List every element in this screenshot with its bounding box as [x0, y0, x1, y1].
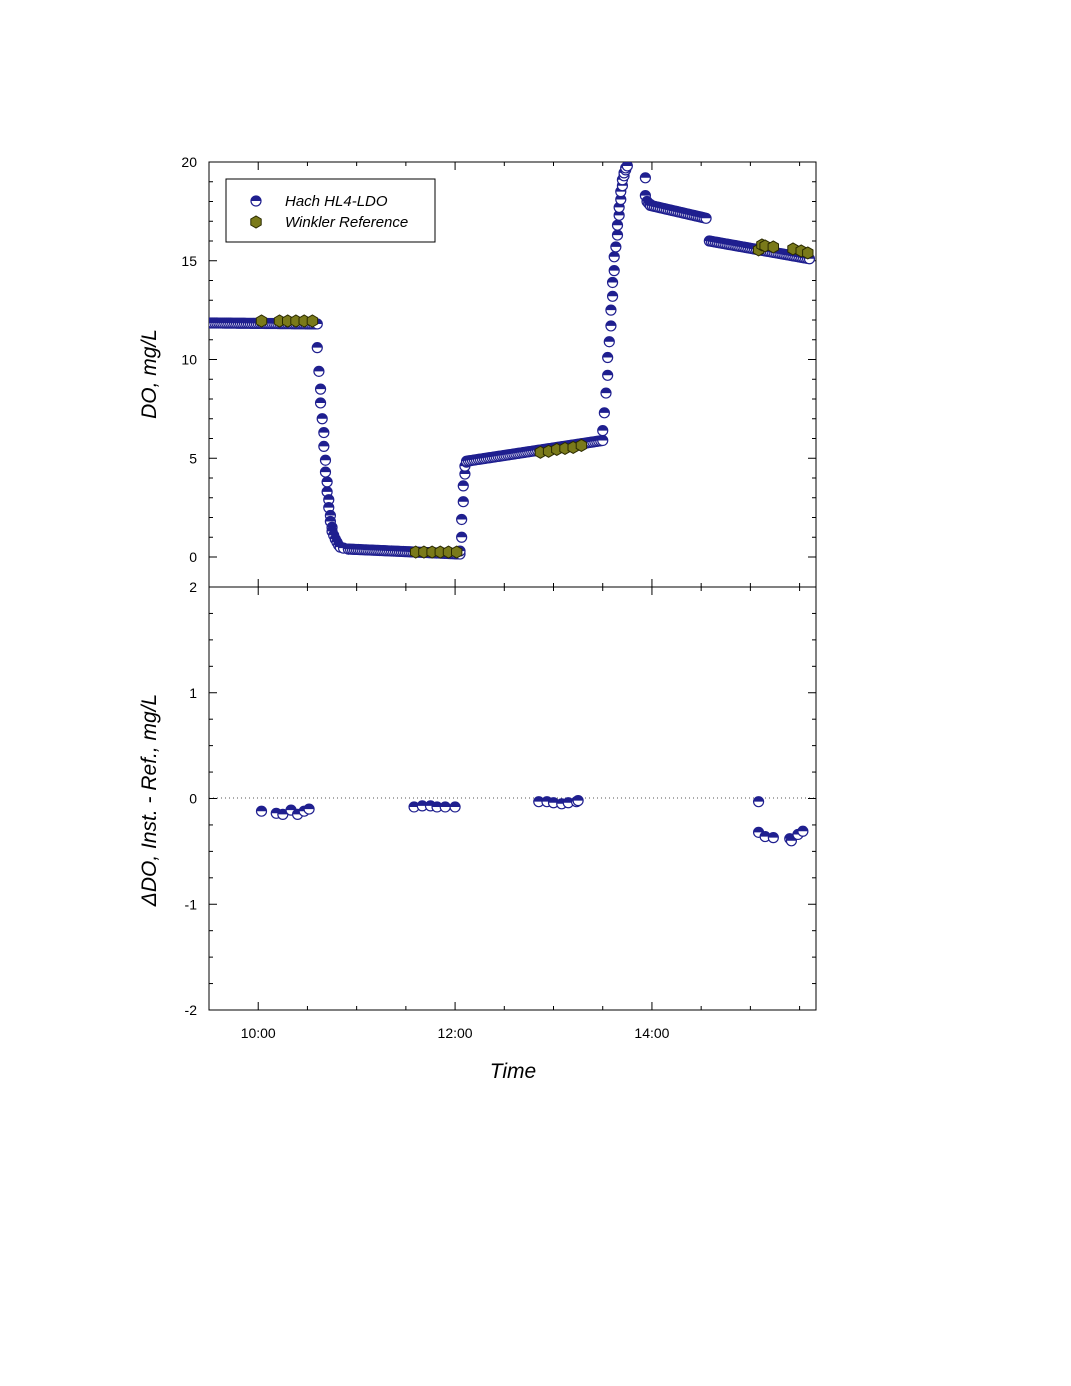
hach-point — [621, 162, 633, 172]
hach-point — [311, 342, 323, 354]
delta-point — [439, 801, 451, 813]
bottom-y-tick-label: -1 — [185, 896, 198, 912]
hach-point — [602, 351, 614, 364]
top-y-tick-label: 15 — [181, 253, 197, 269]
hach-point — [603, 336, 615, 348]
hach-point — [606, 290, 619, 302]
top-y-tick-label: 0 — [189, 549, 197, 565]
hach-point — [598, 407, 610, 419]
bottom-y-tick-labels: -2 -1 0 1 2 — [185, 579, 198, 1018]
legend-label-winkler: Winkler Reference — [285, 214, 408, 231]
hach-point — [605, 304, 617, 316]
hach-series-bottom — [255, 795, 809, 847]
delta-point — [752, 796, 765, 808]
delta-point — [533, 796, 545, 808]
bottom-y-tick-label: 1 — [189, 685, 197, 701]
bottom-y-axis-title: ΔDO, Inst. - Ref., mg/L — [138, 694, 161, 907]
hach-point — [457, 496, 469, 508]
hach-point — [456, 531, 468, 543]
hach-point — [457, 480, 469, 492]
x-tick-labels: 10:00 12:00 14:00 — [241, 1025, 670, 1041]
legend: Hach HL4-LDO Winkler Reference — [225, 178, 436, 243]
hach-point — [597, 425, 609, 437]
delta-point — [277, 808, 289, 820]
hach-point — [611, 219, 624, 231]
hach-point — [314, 383, 327, 395]
x-axis-title: Time — [490, 1060, 536, 1083]
legend-marker-hach-shape — [250, 195, 262, 207]
winkler-point — [306, 314, 319, 328]
delta-point — [408, 801, 420, 813]
winkler-point — [451, 545, 463, 559]
delta-point — [303, 803, 315, 815]
hach-point — [456, 513, 468, 526]
top-y-axis-title: DO, mg/L — [138, 329, 161, 419]
hach-point — [611, 229, 624, 241]
delta-point — [431, 801, 443, 813]
winkler-point — [802, 246, 814, 260]
hach-point — [319, 454, 332, 466]
winkler-point — [767, 240, 779, 254]
hach-point — [597, 434, 609, 447]
delta-point — [255, 805, 268, 817]
hach-point — [602, 369, 614, 381]
hach-point — [700, 212, 712, 224]
hach-point — [610, 241, 622, 253]
delta-point — [767, 832, 779, 844]
legend-marker-winkler — [250, 215, 262, 229]
winkler-point — [575, 438, 588, 452]
hach-point — [319, 466, 332, 478]
delta-point — [562, 797, 574, 809]
delta-point — [449, 801, 461, 813]
top-y-tick-label: 5 — [189, 450, 197, 466]
legend-label-hach: Hach HL4-LDO — [285, 193, 388, 210]
bottom-y-tick-label: -2 — [185, 1002, 198, 1018]
axis-ticks — [208, 161, 816, 1011]
x-tick-label: 14:00 — [634, 1025, 669, 1041]
hach-point — [639, 172, 651, 184]
winkler-series-top — [255, 238, 814, 559]
hach-point — [316, 413, 328, 425]
bottom-y-tick-label: 2 — [189, 579, 197, 595]
hach-point — [318, 440, 330, 452]
x-tick-label: 12:00 — [438, 1025, 473, 1041]
bottom-plot-frame — [208, 586, 817, 1011]
top-y-tick-label: 10 — [181, 352, 197, 368]
top-y-tick-labels: 0 5 10 15 20 — [181, 154, 197, 565]
x-tick-label: 10:00 — [241, 1025, 276, 1041]
hach-point — [608, 251, 620, 263]
hach-point — [321, 476, 333, 488]
legend-marker-hach — [250, 195, 262, 207]
hach-point — [318, 426, 330, 439]
legend-marker-winkler-shape — [250, 215, 262, 229]
hach-point — [600, 387, 612, 399]
delta-point — [572, 795, 584, 807]
hach-point — [323, 494, 335, 506]
winkler-point — [255, 314, 268, 328]
delta-point — [797, 825, 809, 837]
hach-point — [313, 365, 325, 377]
hach-point — [605, 320, 617, 332]
hach-point — [606, 276, 619, 289]
hach-point — [608, 265, 620, 277]
hach-point — [314, 397, 327, 409]
legend-box — [225, 178, 436, 243]
bottom-y-tick-label: 0 — [189, 791, 197, 807]
top-y-tick-label: 20 — [181, 154, 197, 170]
